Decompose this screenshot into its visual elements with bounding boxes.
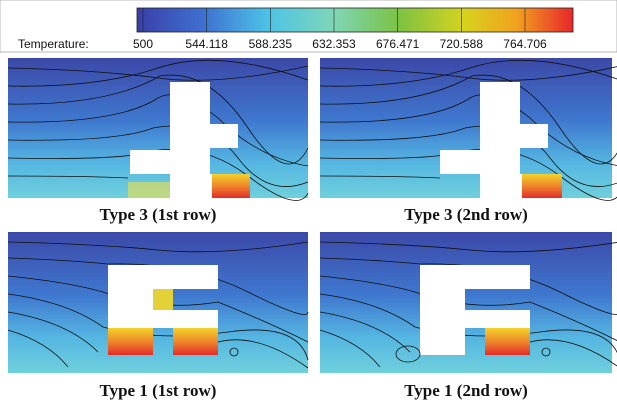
colorbar <box>136 7 574 33</box>
panel <box>7 232 309 373</box>
colorbar-tick-label: 632.353 <box>312 37 356 51</box>
panel-caption: Type 1 (1st row) <box>100 381 217 400</box>
colorbar-dividers <box>142 8 526 32</box>
colorbar-tick-label: 676.471 <box>376 37 420 51</box>
panel <box>319 58 617 201</box>
colorbar-tick-label: 588.235 <box>249 37 293 51</box>
panel <box>7 58 309 201</box>
panel <box>319 232 617 373</box>
panel-caption: Type 1 (2nd row) <box>404 381 528 400</box>
colorbar-ticks: 500 544.118 588.235 632.353 676.471 720.588 76… <box>133 37 547 51</box>
colorbar-tick-label: 544.118 <box>185 37 228 51</box>
panel-caption: Type 3 (1st row) <box>100 205 217 224</box>
colorbar-tick-label: 764.706 <box>503 37 547 51</box>
colorbar-label: Temperature: <box>18 37 89 51</box>
panel-caption: Type 3 (2nd row) <box>404 205 528 224</box>
colorbar-tick-label: 720.588 <box>440 37 484 51</box>
colorbar-tick-label: 500 <box>133 37 153 51</box>
